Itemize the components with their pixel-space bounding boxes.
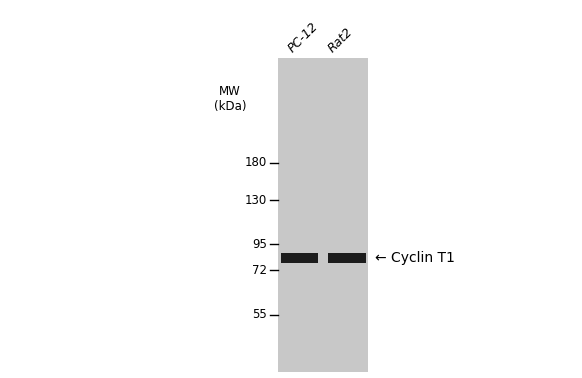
Text: 95: 95 <box>252 237 267 251</box>
Text: MW
(kDa): MW (kDa) <box>214 85 246 113</box>
Bar <box>278 58 368 372</box>
Text: Rat2: Rat2 <box>326 25 356 55</box>
Text: 130: 130 <box>245 194 267 206</box>
Text: 180: 180 <box>245 156 267 169</box>
Bar <box>328 253 366 263</box>
Text: ← Cyclin T1: ← Cyclin T1 <box>375 251 455 265</box>
Bar <box>281 253 318 263</box>
Text: PC-12: PC-12 <box>286 20 321 55</box>
Text: 72: 72 <box>252 263 267 276</box>
Text: 55: 55 <box>252 308 267 322</box>
